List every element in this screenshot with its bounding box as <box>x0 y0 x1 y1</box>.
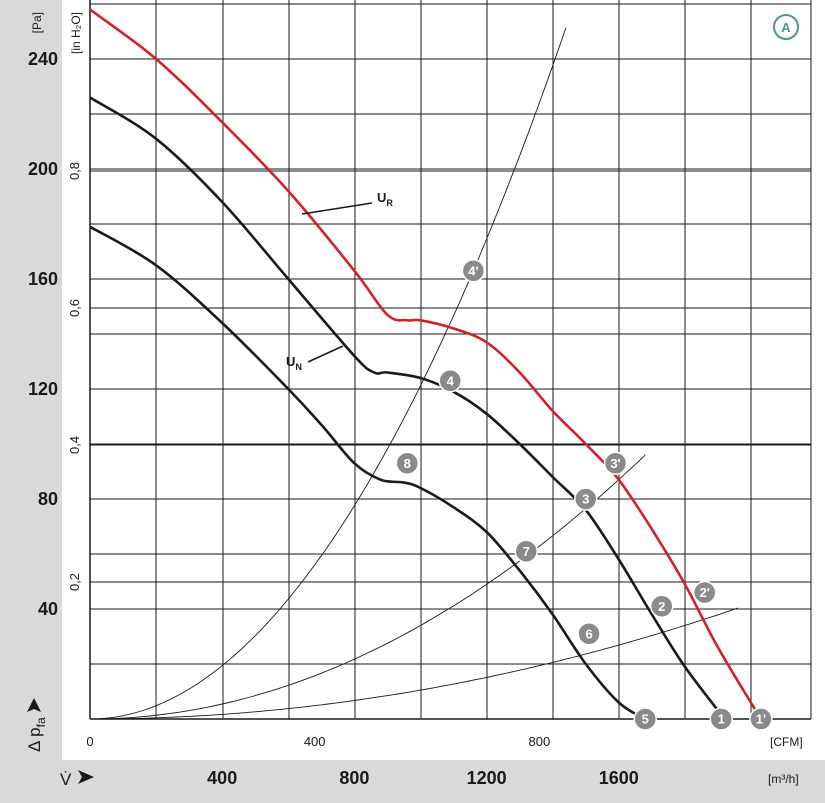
operating-point-marker <box>749 707 773 731</box>
x-axis-arrow-icon <box>78 770 94 784</box>
y-pa-tick-label: 40 <box>38 599 58 619</box>
operating-point-label: 4' <box>468 263 478 278</box>
operating-point-marker <box>395 451 420 475</box>
operating-point-label: 6 <box>585 626 592 641</box>
x-m3h-unit: [m³/h] <box>768 772 799 786</box>
y-inh2o-unit: [in H₂O] <box>69 12 83 54</box>
operating-point-marker <box>692 580 717 605</box>
leader-un <box>307 345 344 363</box>
operating-point-label: 8 <box>404 456 411 471</box>
operating-point-label: 1 <box>718 712 725 727</box>
operating-point-marker <box>650 594 674 618</box>
variant-badge-label: A <box>781 20 791 35</box>
y-inh2o-tick-label: 0,6 <box>67 299 82 317</box>
operating-points: 1' 2' 3' 4' 1 2 3 4 5 6 7 8 <box>395 259 773 731</box>
operating-point-marker <box>461 259 486 283</box>
operating-point-label: 5 <box>642 712 649 727</box>
x-cfm-tick-label: 0 <box>86 734 93 749</box>
x-cfm-tick-label: 800 <box>529 734 551 749</box>
system-curve-3 <box>90 607 738 720</box>
x-cfm-tick-label: 400 <box>304 734 326 749</box>
fan-curve-ur <box>89 8 763 720</box>
operating-point-label: 2 <box>658 599 665 614</box>
operating-point-marker <box>633 707 657 731</box>
y-axis-label-main: Δ p <box>25 727 44 752</box>
operating-point-marker <box>514 539 539 563</box>
curve-label-ur: UR <box>377 190 393 208</box>
operating-point-label: 3 <box>582 492 589 507</box>
y-pa-tick-label: 160 <box>28 269 58 289</box>
tick-labels: 40 80 120 160 200 240 0,2 0,4 0,6 0,8 0 400 800 400 80… <box>28 49 639 788</box>
curve-label-sub: R <box>386 198 393 208</box>
x-m3h-tick-label: 400 <box>207 768 237 788</box>
y-inh2o-tick-label: 0,4 <box>67 436 82 454</box>
bottom-axis-band <box>0 760 825 803</box>
y-pa-unit: [Pa] <box>30 12 44 33</box>
operating-point-label: 2' <box>700 585 710 600</box>
operating-point-marker <box>574 487 598 511</box>
operating-point-marker <box>603 451 628 475</box>
svg-text:Δ pfa: Δ pfa <box>25 717 48 752</box>
operating-point-marker <box>709 707 734 731</box>
operating-point-marker <box>438 369 462 393</box>
curve-label-main: U <box>286 354 295 369</box>
y-pa-tick-label: 240 <box>28 49 58 69</box>
y-inh2o-tick-label: 0,2 <box>67 573 82 591</box>
variant-badge <box>773 14 799 40</box>
x-axis-label: V̇ <box>60 770 72 789</box>
y-pa-tick-label: 120 <box>28 379 58 399</box>
plot-area <box>90 0 811 719</box>
operating-point-label: 1' <box>756 712 766 727</box>
system-curve-1 <box>89 27 567 720</box>
x-m3h-tick-label: 1600 <box>599 768 639 788</box>
curve-label-un: UN <box>286 354 302 372</box>
operating-point-label: 3' <box>610 456 620 471</box>
system-curves <box>89 27 738 720</box>
system-curve-2 <box>90 454 646 720</box>
curve-label-sub: N <box>295 362 302 372</box>
y-axis-label: Δ pfa <box>25 717 48 752</box>
y-axis-label-sub: fa <box>34 717 48 727</box>
y-inh2o-tick-label: 0,8 <box>67 162 82 180</box>
leader-ur <box>301 202 373 215</box>
y-pa-tick-label: 200 <box>28 159 58 179</box>
x-cfm-unit: [CFM] <box>770 735 803 749</box>
y-pa-tick-label: 80 <box>38 489 58 509</box>
x-m3h-tick-label: 800 <box>339 768 369 788</box>
y-axis-arrow-icon <box>27 698 41 712</box>
operating-point-label: 4 <box>447 373 455 388</box>
x-m3h-tick-label: 1200 <box>467 768 507 788</box>
left-axis-band <box>0 0 62 803</box>
operating-point-label: 7 <box>523 544 530 559</box>
operating-point-marker <box>577 622 601 646</box>
fan-curve-low <box>89 225 646 721</box>
curve-label-main: U <box>377 190 386 205</box>
